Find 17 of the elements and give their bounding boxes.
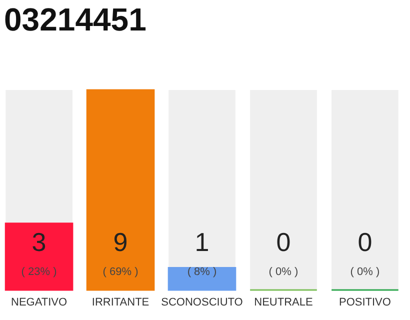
x-tick-label: SCONOSCIUTO xyxy=(161,296,244,308)
data-label: 9 xyxy=(113,227,128,257)
data-label: 0 xyxy=(276,227,291,257)
annotation: ( 23% ) xyxy=(21,266,57,278)
x-tick-label: NEUTRALE xyxy=(254,296,313,308)
x-tick-label: POSITIVO xyxy=(338,296,392,308)
chart-title: 03214451 xyxy=(4,1,146,38)
bar xyxy=(168,267,236,291)
data-label: 3 xyxy=(32,227,46,257)
annotation: ( 69% ) xyxy=(102,266,138,278)
annotation: ( 0% ) xyxy=(350,266,380,278)
x-tick-label: NEGATIVO xyxy=(11,296,68,308)
data-label: 0 xyxy=(358,227,372,257)
x-tick-label: IRRITANTE xyxy=(92,296,150,308)
annotation: ( 8% ) xyxy=(187,266,217,278)
data-label: 1 xyxy=(194,227,210,257)
annotation: ( 0% ) xyxy=(268,266,298,278)
